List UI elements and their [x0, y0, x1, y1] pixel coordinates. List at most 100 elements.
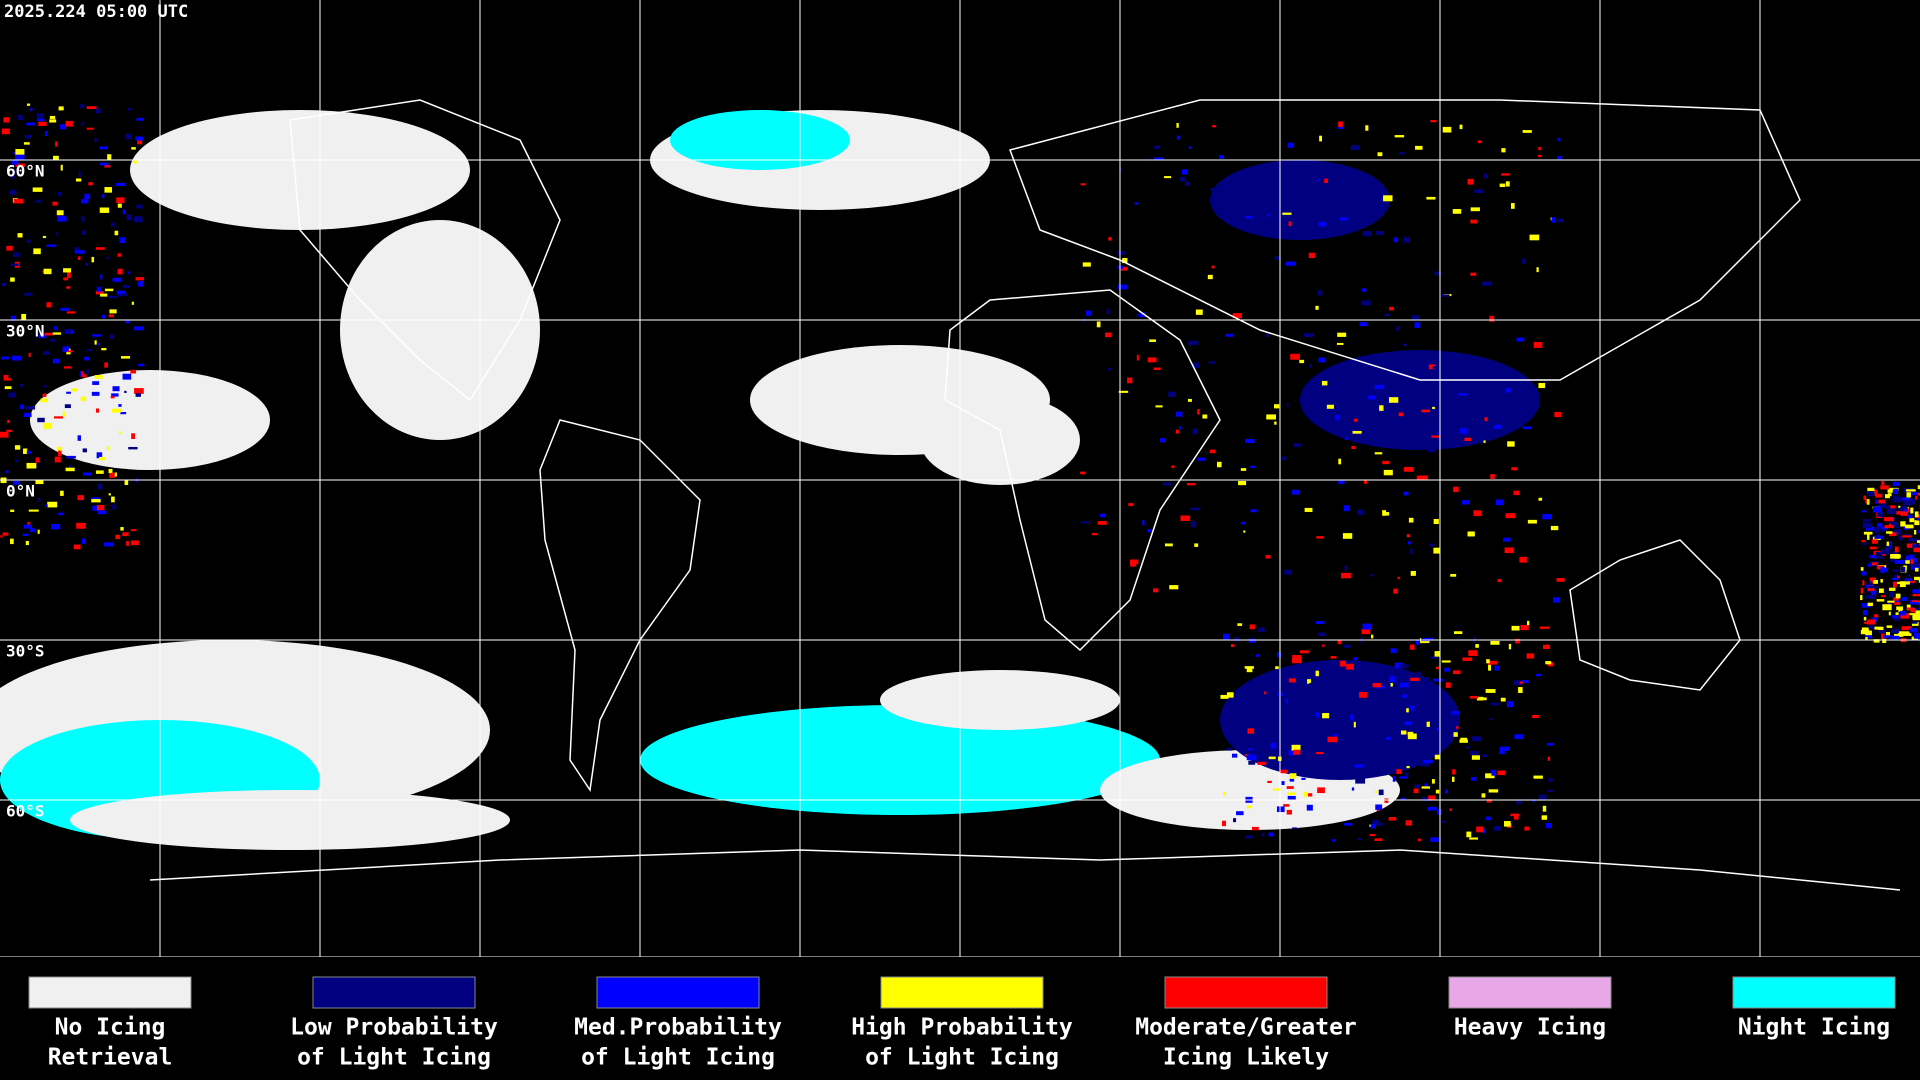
speck — [1276, 806, 1285, 813]
speck — [1409, 705, 1415, 711]
speck — [29, 108, 33, 111]
speck — [1510, 813, 1520, 817]
speck — [1862, 519, 1871, 522]
speck — [1382, 510, 1387, 516]
speck — [101, 348, 107, 351]
speck — [1197, 457, 1206, 461]
speck — [1505, 388, 1511, 393]
speck — [1538, 794, 1547, 801]
speck — [1244, 728, 1248, 733]
speck — [44, 130, 48, 137]
speck — [122, 284, 130, 289]
speck — [1527, 519, 1537, 524]
speck — [10, 509, 15, 513]
speck — [1340, 217, 1348, 221]
speck — [1080, 183, 1086, 186]
speck — [1889, 523, 1896, 526]
speck — [1147, 357, 1157, 363]
speck — [1499, 183, 1506, 188]
speck — [1322, 644, 1325, 647]
speck — [1461, 500, 1470, 505]
speck — [26, 122, 36, 126]
speck — [1867, 533, 1870, 540]
speck — [1898, 535, 1903, 541]
speck — [1406, 765, 1410, 769]
speck — [117, 268, 123, 275]
speck — [1399, 682, 1409, 688]
speck — [1867, 487, 1875, 494]
speck — [1219, 155, 1225, 159]
speck — [1316, 536, 1324, 539]
speck — [36, 199, 41, 203]
speck — [1268, 832, 1274, 837]
speck — [56, 210, 64, 216]
speck — [63, 277, 69, 281]
speck — [38, 121, 47, 127]
speck — [1914, 576, 1920, 581]
speck — [1896, 511, 1903, 515]
speck — [17, 233, 23, 238]
speck — [1884, 525, 1894, 529]
speck — [1434, 754, 1440, 760]
speck — [1416, 671, 1421, 678]
speck — [1394, 135, 1405, 138]
timestamp: 2025.224 05:00 UTC — [4, 2, 188, 22]
speck — [133, 216, 143, 223]
speck — [94, 375, 103, 379]
speck — [1277, 652, 1282, 658]
speck — [1873, 506, 1882, 513]
speck — [32, 187, 43, 192]
speck — [131, 540, 139, 546]
speck — [1488, 789, 1499, 793]
speck — [79, 371, 82, 377]
speck — [1247, 728, 1255, 734]
speck — [1890, 558, 1895, 563]
speck — [1375, 804, 1383, 810]
legend-swatch — [1448, 976, 1612, 1009]
speck — [1876, 533, 1880, 538]
speck — [1374, 790, 1377, 794]
speck — [1368, 395, 1376, 400]
speck — [1494, 665, 1500, 671]
speck — [1878, 630, 1886, 634]
speck — [125, 133, 132, 140]
speck — [1476, 826, 1484, 833]
speck — [1881, 633, 1885, 640]
speck — [1430, 837, 1440, 842]
speck — [1907, 580, 1916, 583]
speck — [1231, 644, 1235, 648]
speck — [94, 340, 97, 345]
speck — [1426, 196, 1436, 200]
speck — [1908, 538, 1917, 542]
speck — [65, 467, 75, 472]
speck — [1122, 258, 1128, 264]
speck — [1912, 562, 1920, 567]
speck — [1878, 588, 1884, 593]
speck — [1169, 585, 1179, 590]
speck — [1396, 769, 1402, 775]
speck — [1874, 614, 1879, 618]
speck — [1476, 696, 1484, 701]
speck — [42, 393, 47, 397]
speck — [117, 203, 122, 208]
speck — [1389, 397, 1399, 403]
speck — [1317, 787, 1325, 794]
speck — [3, 374, 9, 381]
speck — [1554, 411, 1562, 418]
speck — [1514, 734, 1524, 740]
speck — [1384, 798, 1389, 803]
speck — [75, 178, 82, 182]
speck — [1270, 742, 1277, 749]
speck — [1511, 625, 1520, 631]
speck — [1908, 514, 1913, 519]
speck — [1108, 237, 1112, 241]
speck — [1551, 217, 1556, 223]
speck — [1459, 739, 1468, 743]
speck — [120, 411, 127, 415]
speck — [1142, 519, 1145, 526]
speck — [1883, 635, 1892, 639]
speck — [1264, 691, 1267, 695]
speck — [1285, 698, 1288, 704]
speck — [23, 448, 28, 454]
speck — [1886, 508, 1897, 514]
